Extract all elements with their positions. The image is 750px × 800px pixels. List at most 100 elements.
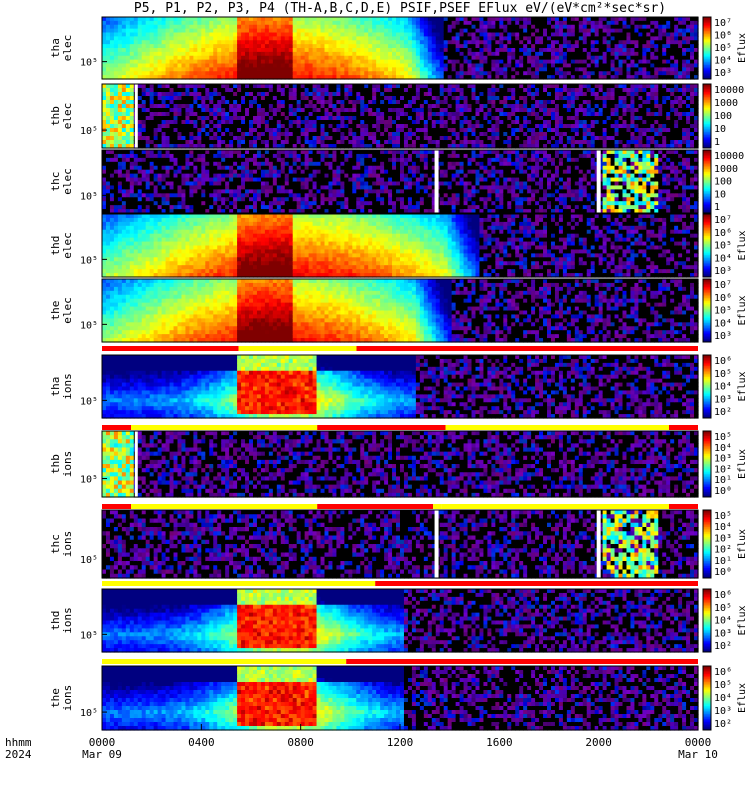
colorbar (702, 278, 712, 343)
y-tick-label: 10⁵ (80, 58, 98, 69)
colorbar-tick-label: 10⁷ (714, 280, 732, 291)
quality-flag-segment (102, 346, 239, 351)
panel-thc-elec (102, 150, 699, 214)
species-label: elec (61, 297, 74, 324)
panel-tha-elec (102, 17, 699, 80)
colorbar-title: Eflux (737, 230, 748, 260)
quality-flag-segment (102, 425, 131, 430)
panel-frame (101, 354, 699, 419)
quality-flag-segment (102, 504, 131, 509)
x-axis-label-year: 2024 (5, 748, 32, 761)
probe-label: thc (49, 534, 62, 554)
panel-frame (101, 83, 699, 149)
colorbar (702, 588, 712, 653)
y-tick-label: 10⁵ (80, 708, 98, 719)
colorbar-title: Eflux (737, 371, 748, 401)
colorbar-title: Eflux (737, 33, 748, 63)
colorbar-tick-label: 10⁵ (714, 511, 732, 522)
y-tick-label: 10⁵ (80, 396, 98, 407)
y-tick-label: 10⁵ (80, 475, 98, 486)
colorbar-tick-label: 10⁶ (714, 228, 732, 239)
colorbar-tick-label: 1000 (714, 164, 738, 175)
probe-label: thb (49, 106, 62, 126)
quality-flag-segment (317, 504, 434, 509)
quality-flag-segment (102, 659, 347, 664)
colorbar-tick-label: 10⁴ (714, 693, 732, 704)
colorbar-tick-label: 10¹ (714, 475, 732, 486)
colorbar (702, 149, 712, 214)
colorbar-tick-label: 10⁵ (714, 43, 732, 54)
y-tick-label: 10⁵ (80, 126, 98, 137)
colorbar-tick-label: 10⁶ (714, 667, 732, 678)
colorbar-title: Eflux (737, 683, 748, 713)
x-tick-label: 0800 (287, 736, 314, 749)
panel-label: thd elec (49, 232, 74, 259)
panel-label: thc ions (49, 531, 74, 558)
colorbar-tick-label: 10⁴ (714, 616, 732, 627)
panel-frame (101, 509, 699, 579)
quality-flag-segment (445, 425, 669, 430)
colorbar-tick-label: 10⁵ (714, 241, 732, 252)
species-label: ions (61, 451, 74, 478)
quality-flag-segment (433, 504, 442, 509)
probe-label: tha (49, 38, 62, 58)
panel-label: thb ions (49, 451, 74, 478)
panel-the-elec (102, 279, 699, 343)
panel-label: the elec (49, 297, 74, 324)
probe-label: the (49, 301, 62, 321)
colorbar-title: Eflux (737, 605, 748, 635)
probe-label: tha (49, 377, 62, 397)
panel-frame (101, 278, 699, 343)
species-label: ions (61, 531, 74, 558)
probe-label: thb (49, 454, 62, 474)
species-label: ions (61, 685, 74, 712)
panel-label: thb elec (49, 103, 74, 130)
panel-thd-ions (102, 589, 699, 653)
colorbar (702, 430, 712, 498)
quality-flag-segment (375, 581, 698, 586)
colorbar-tick-label: 10³ (714, 706, 732, 717)
colorbar-tick-label: 1000 (714, 98, 738, 109)
colorbar-tick-label: 10⁷ (714, 215, 732, 226)
colorbar (702, 354, 712, 419)
colorbar-tick-label: 1 (714, 202, 720, 213)
colorbar-tick-label: 10³ (714, 266, 732, 277)
panel-thd-elec (102, 214, 699, 278)
colorbar-tick-label: 10000 (714, 85, 744, 96)
y-tick-label: 10⁵ (80, 630, 98, 641)
quality-flag-segment (131, 425, 318, 430)
panel-frame (101, 588, 699, 653)
colorbar-tick-label: 1 (714, 137, 720, 148)
colorbar-tick-label: 10000 (714, 151, 744, 162)
colorbar-tick-label: 10² (714, 407, 732, 418)
colorbar (702, 16, 712, 80)
x-axis-label-hhmm: hhmm (5, 736, 32, 749)
colorbar (702, 509, 712, 579)
panel-label: tha ions (49, 373, 74, 400)
quality-flag-segment (441, 504, 669, 509)
species-label: ions (61, 373, 74, 400)
colorbar-tick-label: 100 (714, 111, 732, 122)
colorbar-tick-label: 10⁴ (714, 318, 732, 329)
colorbar-tick-label: 10² (714, 545, 732, 556)
panel-label: thd ions (49, 607, 74, 634)
panel-frame (101, 430, 699, 498)
colorbar-tick-label: 10⁶ (714, 356, 732, 367)
quality-flag-segment (131, 504, 318, 509)
colorbar-tick-label: 10³ (714, 533, 732, 544)
colorbar-tick-label: 10³ (714, 394, 732, 405)
colorbar-tick-label: 10⁵ (714, 680, 732, 691)
colorbar-tick-label: 10⁵ (714, 603, 732, 614)
species-label: elec (61, 103, 74, 130)
x-tick-label: 0400 (188, 736, 215, 749)
colorbar-tick-label: 10⁴ (714, 253, 732, 264)
y-tick-label: 10⁵ (80, 320, 98, 331)
species-label: elec (61, 35, 74, 62)
species-label: elec (61, 232, 74, 259)
panel-label: the ions (49, 685, 74, 712)
colorbar-tick-label: 10² (714, 719, 732, 730)
colorbar-tick-label: 100 (714, 177, 732, 188)
quality-flag-segment (669, 504, 698, 509)
panel-frame (101, 16, 699, 80)
species-label: elec (61, 168, 74, 195)
